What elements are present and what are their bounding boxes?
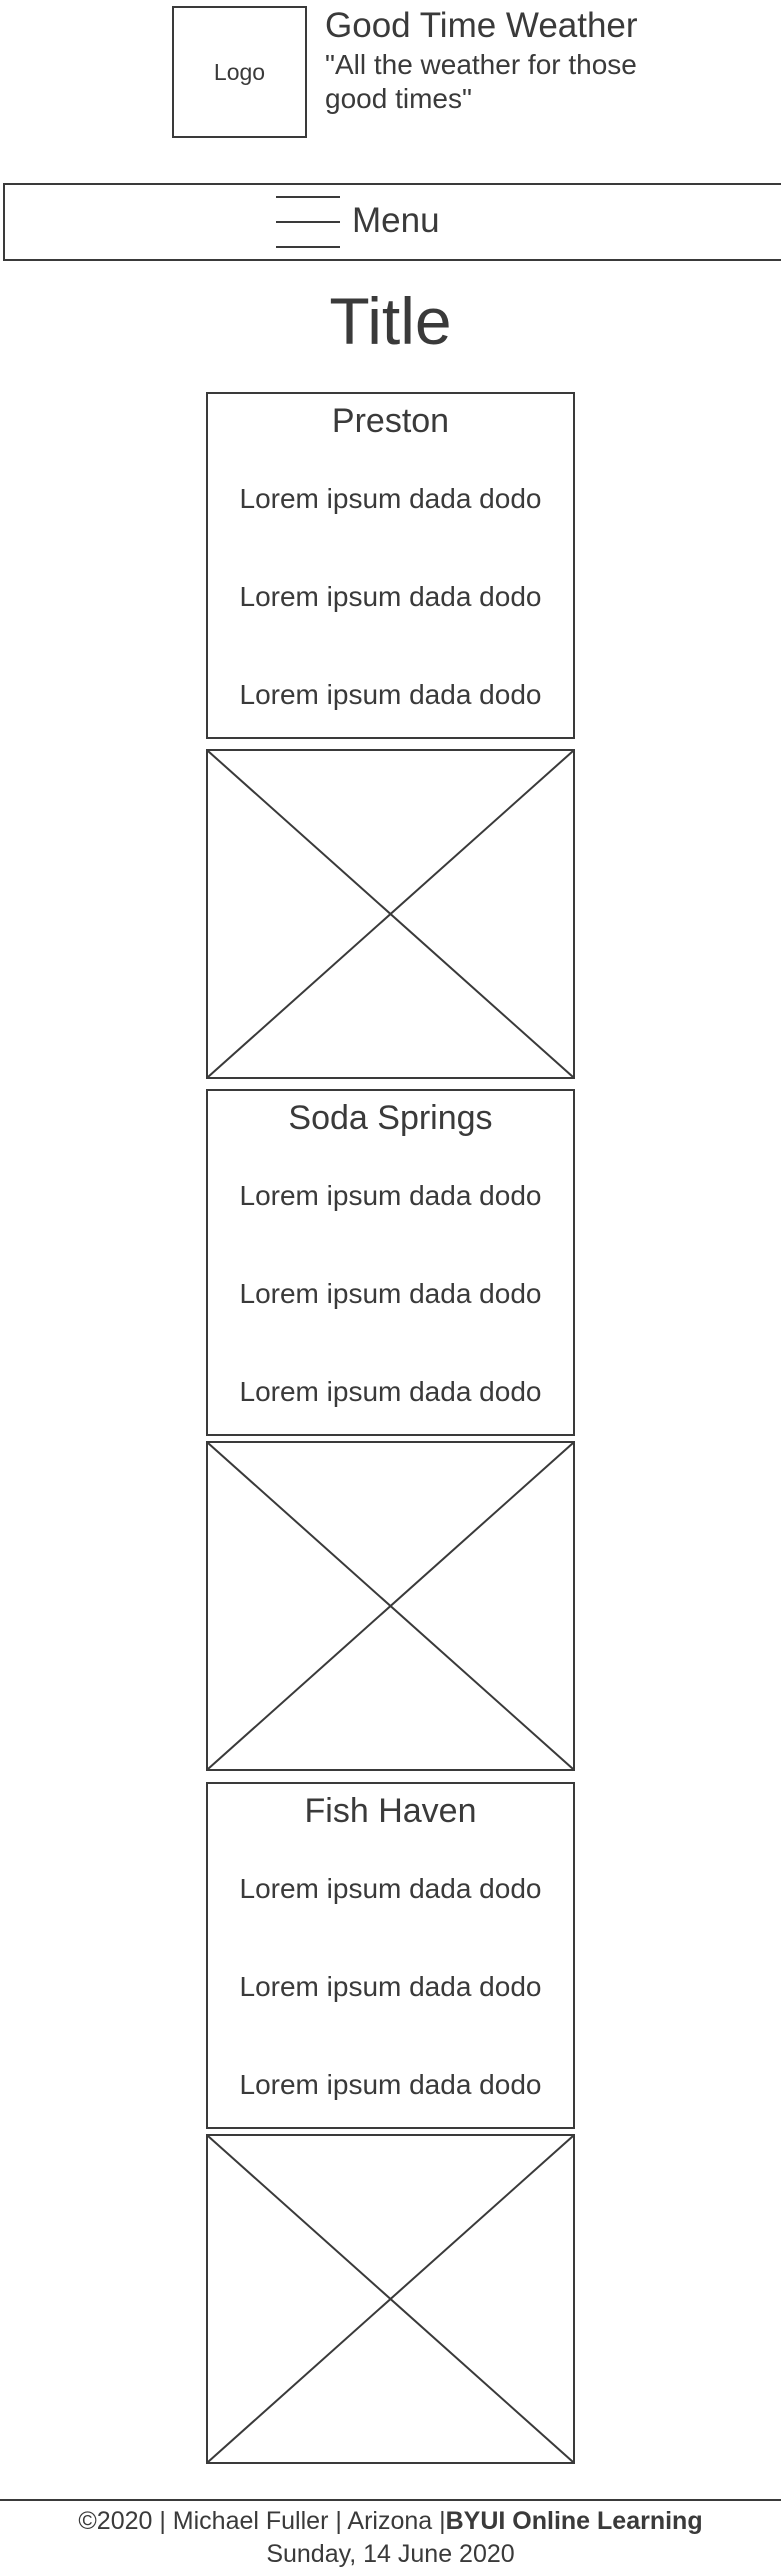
copyright-text: ©2020 | Michael Fuller | Arizona | xyxy=(78,2507,446,2535)
menu-button[interactable]: Menu xyxy=(352,201,440,240)
footer-org: BYUI Online Learning xyxy=(445,2507,703,2535)
nav-bar xyxy=(3,183,781,261)
town-card-preston: Preston Lorem ipsum dada dodo Lorem ipsu… xyxy=(206,392,575,739)
page-title: Title xyxy=(329,284,452,358)
footer-copyright: ©2020 | Michael Fuller | Arizona |BYUI O… xyxy=(0,2505,781,2537)
town-info-line: Lorem ipsum dada dodo xyxy=(239,1971,542,2002)
footer-divider xyxy=(0,2499,781,2501)
town-image-fish-haven xyxy=(206,2134,575,2464)
town-image-soda-springs xyxy=(206,1441,575,1771)
logo-label: Logo xyxy=(213,58,266,85)
town-name: Fish Haven xyxy=(304,1792,477,1830)
footer-date: Sunday, 14 June 2020 xyxy=(266,2540,515,2568)
image-placeholder-x-icon xyxy=(208,1443,573,1769)
town-info-line: Lorem ipsum dada dodo xyxy=(239,1376,542,1407)
town-info-line: Lorem ipsum dada dodo xyxy=(239,1180,542,1211)
town-name: Preston xyxy=(331,402,450,440)
tagline: "All the weather for those good times" xyxy=(325,49,637,114)
town-info-line: Lorem ipsum dada dodo xyxy=(239,1278,542,1309)
town-info-line: Lorem ipsum dada dodo xyxy=(239,2069,542,2100)
site-name: Good Time Weather xyxy=(325,6,638,45)
logo[interactable]: Logo xyxy=(172,6,307,138)
image-placeholder-x-icon xyxy=(208,751,573,1077)
town-info-line: Lorem ipsum dada dodo xyxy=(239,679,542,710)
image-placeholder-x-icon xyxy=(208,2136,573,2462)
hamburger-icon[interactable] xyxy=(276,196,340,248)
town-info-line: Lorem ipsum dada dodo xyxy=(239,581,542,612)
town-image-preston xyxy=(206,749,575,1079)
town-info-line: Lorem ipsum dada dodo xyxy=(239,1873,542,1904)
town-info-line: Lorem ipsum dada dodo xyxy=(239,483,542,514)
town-name: Soda Springs xyxy=(288,1099,493,1137)
town-card-fish-haven: Fish Haven Lorem ipsum dada dodo Lorem i… xyxy=(206,1782,575,2129)
town-card-soda-springs: Soda Springs Lorem ipsum dada dodo Lorem… xyxy=(206,1089,575,1436)
